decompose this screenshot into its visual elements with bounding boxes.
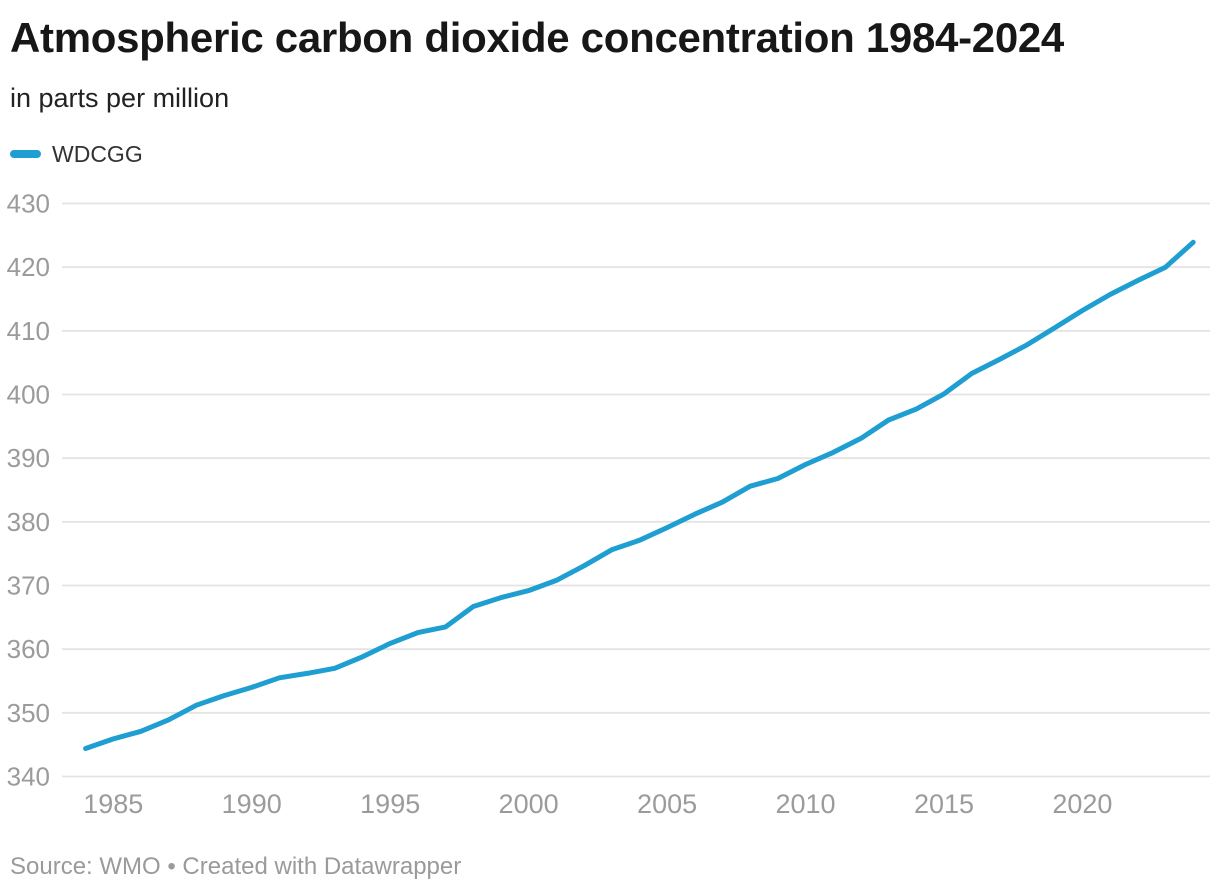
- x-tick-label: 2010: [775, 789, 835, 819]
- x-tick-label: 1995: [360, 789, 420, 819]
- x-tick-label: 1990: [222, 789, 282, 819]
- y-tick-label: 420: [7, 252, 50, 282]
- y-tick-label: 400: [7, 380, 50, 410]
- y-tick-label: 380: [7, 507, 50, 537]
- y-tick-label: 370: [7, 571, 50, 601]
- y-tick-label: 410: [7, 316, 50, 346]
- legend-label: WDCGG: [52, 140, 143, 167]
- y-tick-label: 430: [7, 189, 50, 219]
- x-tick-label: 2000: [499, 789, 559, 819]
- chart-subtitle: in parts per million: [10, 83, 230, 114]
- y-tick-label: 360: [7, 634, 50, 664]
- source-footer: Source: WMO • Created with Datawrapper: [10, 853, 462, 880]
- page-title: Atmospheric carbon dioxide concentration…: [10, 14, 1064, 61]
- x-tick-label: 2015: [914, 789, 974, 819]
- legend: WDCGG: [10, 141, 1210, 168]
- x-tick-label: 2020: [1052, 789, 1112, 819]
- chart-header: Atmospheric carbon dioxide concentration…: [0, 0, 1220, 168]
- x-tick-label: 1985: [83, 789, 143, 819]
- co2-series-line[interactable]: [83, 239, 1196, 751]
- y-tick-label: 350: [7, 698, 50, 728]
- legend-line-swatch-icon: [10, 150, 41, 159]
- y-tick-label: 390: [7, 443, 50, 473]
- x-tick-label: 2005: [637, 789, 697, 819]
- y-tick-label: 340: [7, 762, 50, 792]
